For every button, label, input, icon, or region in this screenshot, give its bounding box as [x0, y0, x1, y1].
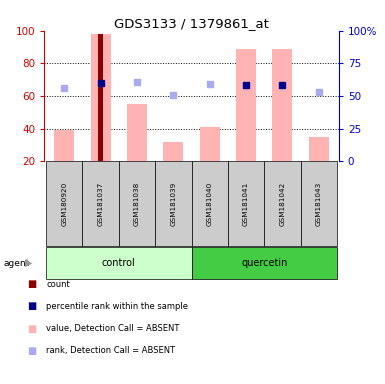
- Bar: [90, 34, 110, 161]
- Bar: [155, 161, 192, 246]
- Text: ■: ■: [27, 301, 36, 311]
- Text: GSM181038: GSM181038: [134, 181, 140, 226]
- Bar: [46, 248, 192, 279]
- Bar: [264, 161, 301, 246]
- Text: GSM181037: GSM181037: [98, 181, 104, 226]
- Text: control: control: [102, 258, 136, 268]
- Text: count: count: [46, 280, 70, 289]
- Text: GSM181043: GSM181043: [316, 181, 322, 226]
- Bar: [119, 161, 155, 246]
- Text: value, Detection Call = ABSENT: value, Detection Call = ABSENT: [46, 324, 179, 333]
- Text: GSM181042: GSM181042: [280, 181, 285, 226]
- Bar: [309, 137, 329, 161]
- Bar: [192, 161, 228, 246]
- Text: ■: ■: [27, 324, 36, 334]
- Text: ■: ■: [27, 279, 36, 289]
- Text: rank, Detection Call = ABSENT: rank, Detection Call = ABSENT: [46, 346, 175, 356]
- Bar: [273, 49, 293, 161]
- Text: percentile rank within the sample: percentile rank within the sample: [46, 302, 188, 311]
- Text: ▶: ▶: [25, 258, 32, 268]
- Bar: [163, 142, 183, 161]
- Title: GDS3133 / 1379861_at: GDS3133 / 1379861_at: [114, 17, 269, 30]
- Text: GSM181039: GSM181039: [170, 181, 176, 226]
- Bar: [54, 130, 74, 161]
- Text: GSM180920: GSM180920: [61, 181, 67, 226]
- Text: ■: ■: [27, 346, 36, 356]
- Text: GSM181041: GSM181041: [243, 181, 249, 226]
- Bar: [82, 161, 119, 246]
- Bar: [236, 49, 256, 161]
- Bar: [127, 104, 147, 161]
- Bar: [228, 161, 264, 246]
- Text: agent: agent: [4, 258, 30, 268]
- Text: GSM181040: GSM181040: [207, 181, 213, 226]
- Bar: [200, 127, 220, 161]
- Bar: [192, 248, 337, 279]
- Bar: [98, 34, 103, 161]
- Bar: [301, 161, 337, 246]
- Text: quercetin: quercetin: [241, 258, 288, 268]
- Bar: [46, 161, 82, 246]
